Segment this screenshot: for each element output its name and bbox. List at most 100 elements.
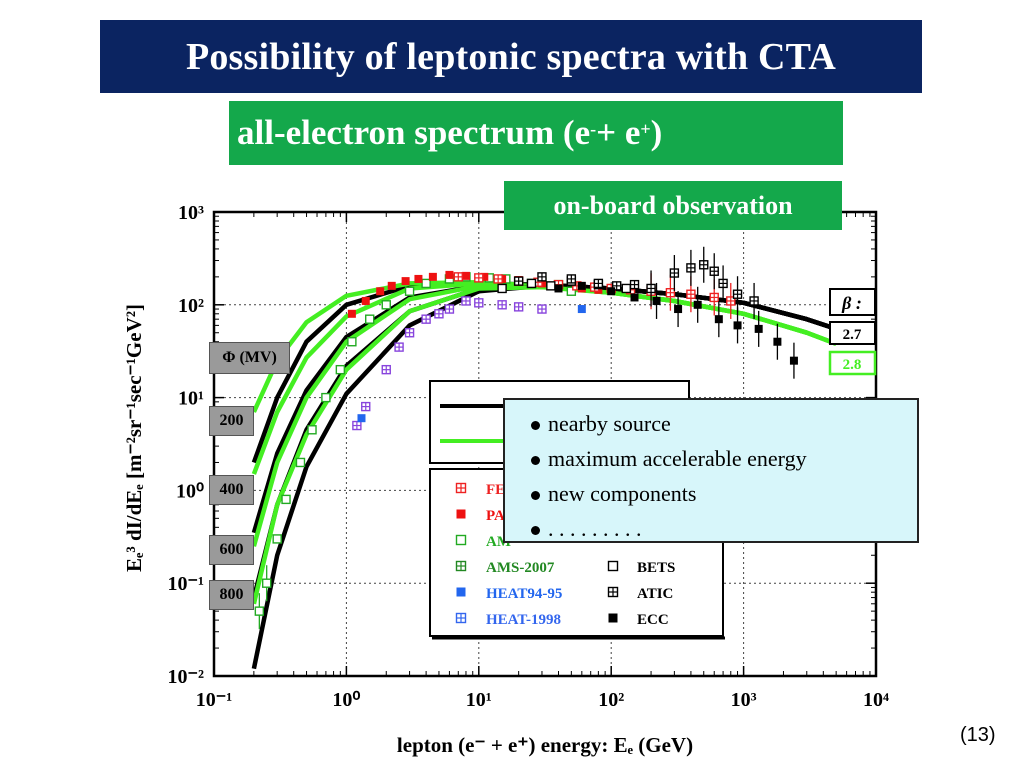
bullet-icon bbox=[531, 526, 540, 536]
data-point bbox=[321, 392, 331, 403]
data-point bbox=[611, 281, 622, 291]
data-point bbox=[733, 321, 742, 330]
data-point bbox=[357, 414, 366, 423]
x-axis-title: lepton (e⁻ + e⁺) energy: Eₑ (GeV) bbox=[397, 733, 693, 757]
data-point bbox=[474, 273, 484, 283]
data-point bbox=[455, 612, 467, 624]
data-point-marker bbox=[461, 271, 470, 280]
data-point bbox=[693, 300, 702, 309]
data-point-marker bbox=[261, 578, 272, 588]
data-point bbox=[261, 578, 272, 588]
data-point-marker bbox=[566, 286, 577, 296]
data-point-marker bbox=[608, 613, 618, 623]
legend-entry-label: PA bbox=[486, 508, 505, 524]
data-point bbox=[732, 289, 743, 299]
y-tick-label: 10⁰ bbox=[176, 480, 204, 502]
data-point-marker bbox=[456, 587, 466, 597]
data-point-marker bbox=[281, 494, 291, 505]
beta-header-box bbox=[829, 288, 876, 316]
subtitle-text: all-electron spectrum (e bbox=[237, 113, 591, 152]
data-point bbox=[445, 270, 454, 279]
data-point bbox=[607, 560, 619, 572]
x-tick-label: 10² bbox=[598, 689, 624, 711]
beta-legend: β : 2.7 2.8 bbox=[828, 288, 877, 376]
bullet-icon bbox=[531, 491, 540, 501]
data-point bbox=[295, 457, 306, 468]
bullet-icon bbox=[531, 421, 540, 431]
data-point-marker bbox=[404, 286, 415, 296]
data-point bbox=[526, 278, 537, 289]
data-point bbox=[421, 314, 431, 324]
callout-box: nearby source maximum accelerable energy… bbox=[503, 398, 919, 543]
beta-box-green bbox=[828, 350, 877, 376]
data-point bbox=[434, 309, 444, 319]
legend-entry-label: ATIC bbox=[637, 586, 673, 602]
data-point bbox=[456, 587, 466, 597]
data-point bbox=[493, 274, 503, 284]
data-point-marker bbox=[272, 534, 282, 544]
data-point-marker bbox=[357, 414, 366, 423]
data-point-marker bbox=[295, 457, 306, 468]
data-point bbox=[272, 534, 282, 544]
data-point bbox=[461, 296, 471, 306]
data-point-marker bbox=[376, 287, 385, 296]
data-point bbox=[773, 337, 782, 346]
data-point bbox=[480, 272, 489, 281]
data-point-marker bbox=[456, 509, 466, 519]
slide-title: Possibility of leptonic spectra with CTA bbox=[100, 20, 922, 93]
legend-entry-label: AMS-2007 bbox=[486, 560, 555, 576]
data-point bbox=[347, 309, 356, 318]
data-point bbox=[404, 328, 415, 338]
data-point bbox=[607, 287, 616, 296]
data-point-marker bbox=[307, 425, 317, 435]
data-point-marker bbox=[607, 287, 616, 296]
data-point-marker bbox=[428, 272, 437, 281]
data-point-marker bbox=[789, 356, 798, 365]
data-point bbox=[593, 278, 604, 289]
data-point bbox=[621, 283, 631, 294]
legend-entry-label: FE bbox=[486, 482, 505, 498]
data-point bbox=[453, 272, 463, 282]
data-point bbox=[566, 274, 577, 284]
data-point bbox=[789, 356, 798, 365]
subtitle-mid: + e bbox=[596, 113, 641, 152]
data-point-marker bbox=[455, 534, 467, 546]
y-tick-label: 10¹ bbox=[178, 388, 204, 410]
data-point-marker bbox=[497, 283, 507, 294]
legend-entry-label: ECC bbox=[637, 612, 669, 628]
data-point bbox=[566, 286, 577, 296]
data-point-marker bbox=[733, 321, 742, 330]
data-point bbox=[577, 281, 586, 290]
data-point-marker bbox=[401, 277, 410, 286]
page-number: (13) bbox=[960, 724, 996, 746]
callout-item: nearby source bbox=[531, 406, 917, 441]
data-point bbox=[513, 302, 524, 312]
y-tick-label: 10³ bbox=[178, 202, 204, 224]
data-point-marker bbox=[754, 324, 763, 333]
data-point bbox=[387, 281, 396, 290]
data-point-marker bbox=[693, 300, 702, 309]
legend-entry-label: HEAT-1998 bbox=[486, 612, 561, 628]
data-point bbox=[608, 613, 618, 623]
data-point bbox=[381, 300, 391, 310]
callout-item: . . . . . . . . . bbox=[531, 511, 917, 546]
data-point-marker bbox=[714, 315, 723, 324]
data-point bbox=[686, 263, 696, 273]
callout-item: maximum accelerable energy bbox=[531, 441, 917, 476]
data-point bbox=[630, 293, 639, 302]
beta-box-black bbox=[829, 321, 876, 345]
data-point bbox=[537, 272, 547, 282]
data-point bbox=[376, 287, 385, 296]
data-point-marker bbox=[347, 337, 357, 347]
data-point bbox=[554, 284, 563, 293]
data-point bbox=[352, 420, 362, 431]
data-point-marker bbox=[381, 300, 391, 310]
modulation-label: 600 bbox=[209, 535, 254, 565]
slide-subtitle: all-electron spectrum (e - + e +) bbox=[229, 101, 843, 165]
x-tick-label: 10⁴ bbox=[863, 689, 889, 711]
data-point-marker bbox=[321, 392, 331, 403]
data-point-marker bbox=[335, 364, 346, 375]
data-point bbox=[577, 305, 586, 314]
data-point-marker bbox=[526, 278, 537, 289]
